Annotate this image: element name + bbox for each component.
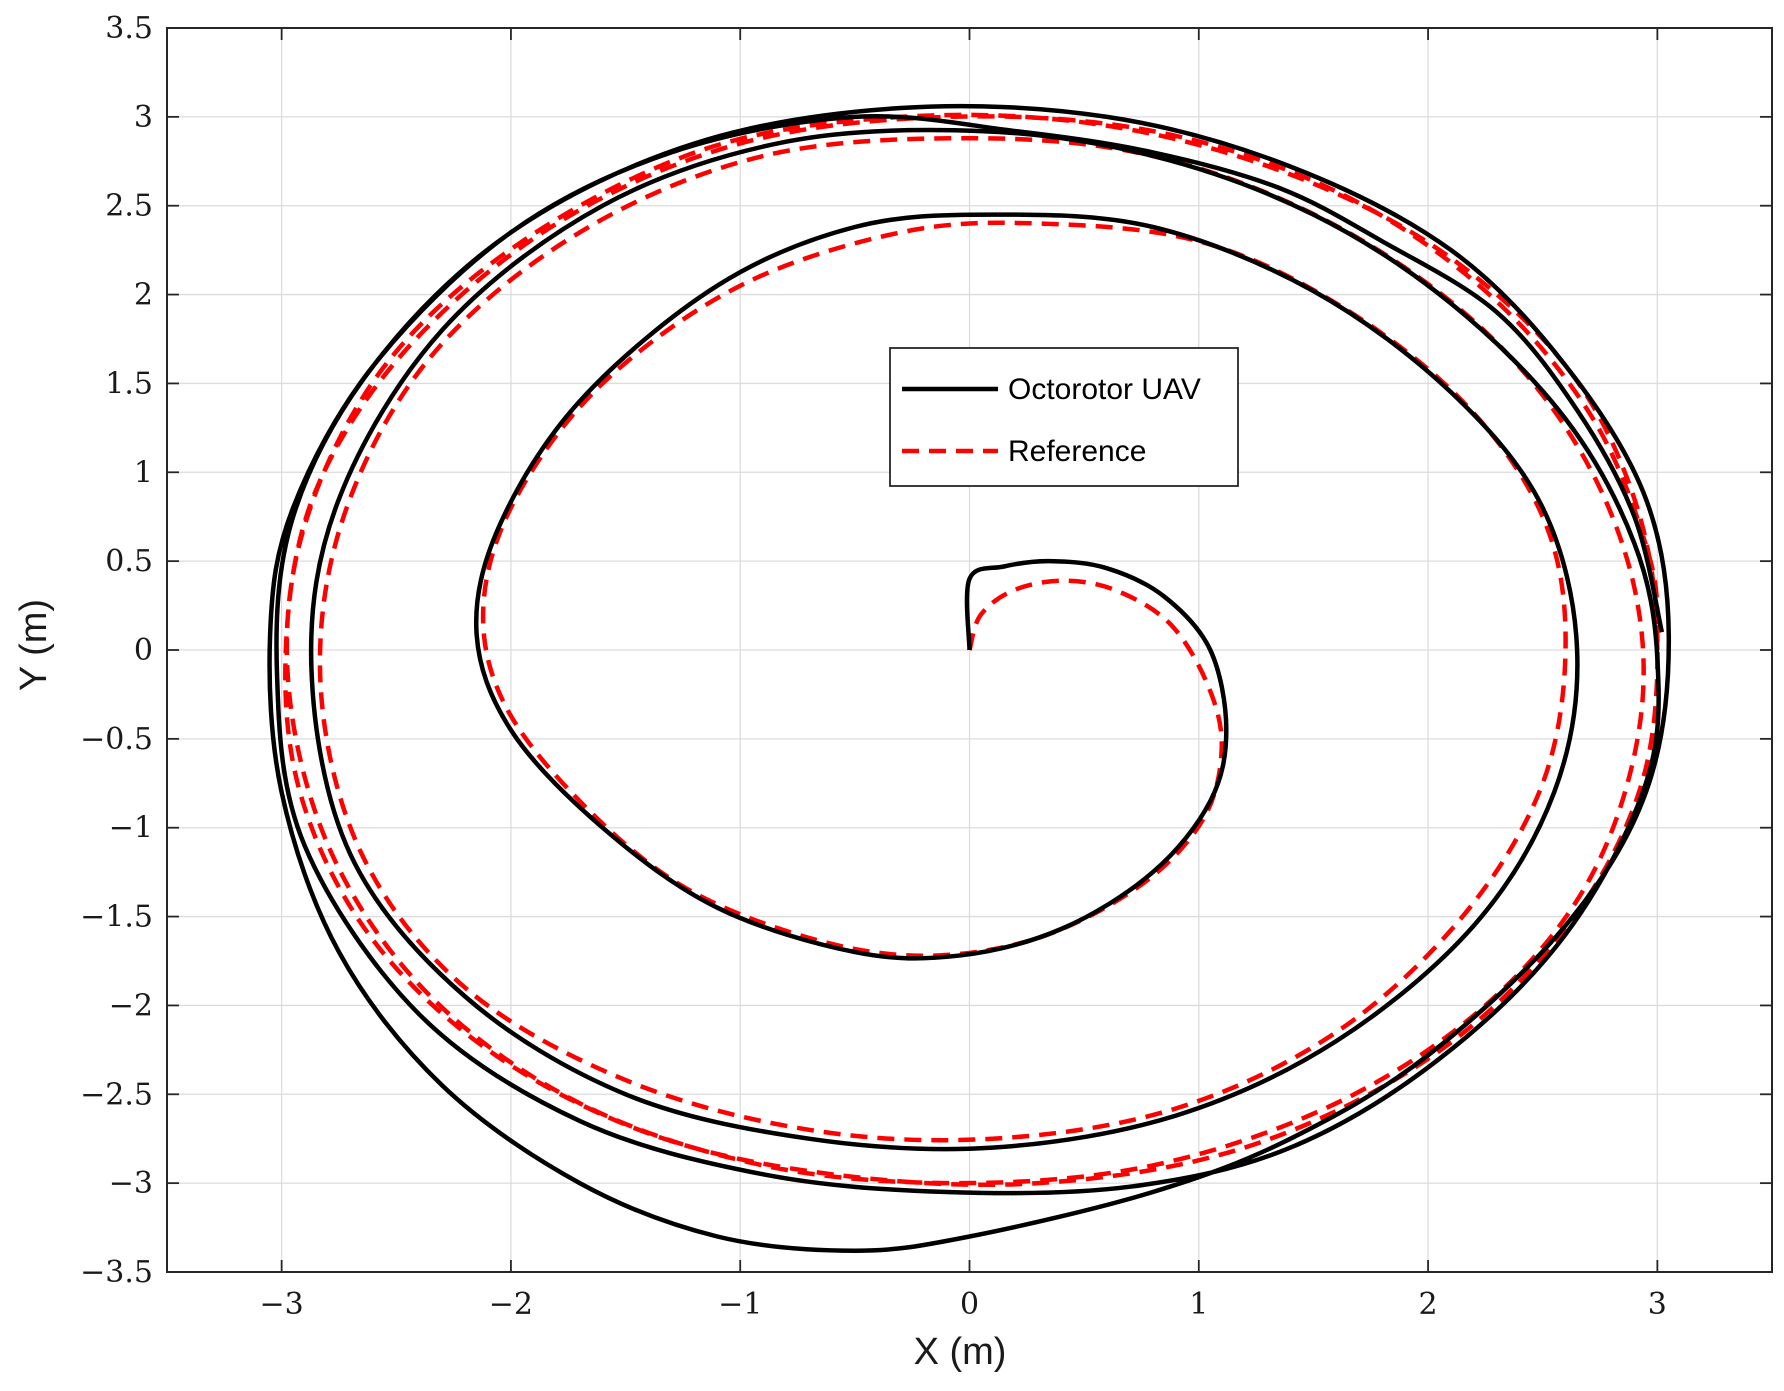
x-tick-label: 0 bbox=[960, 1287, 979, 1322]
y-tick-label: −0.5 bbox=[80, 722, 153, 757]
y-tick-label: 3.5 bbox=[105, 11, 153, 46]
x-tick-label: −2 bbox=[489, 1287, 533, 1322]
series-layer bbox=[267, 103, 1672, 1253]
series-line-octorotor-uav bbox=[267, 103, 1672, 1253]
x-tick-label: −3 bbox=[260, 1287, 304, 1322]
y-tick-label: −1.5 bbox=[80, 900, 153, 935]
y-tick-label: 0.5 bbox=[105, 544, 153, 579]
x-tick-label: 1 bbox=[1189, 1287, 1208, 1322]
y-axis-title: Y (m) bbox=[13, 599, 55, 691]
x-tick-label: −1 bbox=[718, 1287, 762, 1322]
x-tick-label: 3 bbox=[1648, 1287, 1667, 1322]
legend: Octorotor UAV Reference bbox=[889, 347, 1239, 487]
y-tick-label: −1 bbox=[109, 811, 153, 846]
y-tick-label: −3.5 bbox=[80, 1255, 153, 1290]
y-tick-label: 2.5 bbox=[105, 189, 153, 224]
series-line-reference bbox=[283, 112, 1660, 1188]
y-tick-label: 3 bbox=[134, 100, 153, 135]
y-tick-label: 1 bbox=[134, 455, 153, 490]
y-tick-label: −3 bbox=[109, 1166, 153, 1201]
y-tick-label: −2 bbox=[109, 988, 153, 1023]
legend-box bbox=[889, 347, 1239, 487]
legend-label-reference: Reference bbox=[1008, 435, 1146, 468]
y-tick-label: 2 bbox=[134, 278, 153, 313]
tick-layer: −3 −2 −1 0 1 2 3 3.5 3 2.5 2 1.5 1 0.5 0 −0.5 −1 −1.5 −2 −2… bbox=[80, 11, 1772, 1322]
x-axis-title: X (m) bbox=[914, 1331, 1007, 1373]
y-tick-label: 0 bbox=[134, 633, 153, 668]
legend-label-octorotor: Octorotor UAV bbox=[1008, 373, 1201, 406]
x-tick-label: 2 bbox=[1419, 1287, 1438, 1322]
y-tick-label: 1.5 bbox=[105, 366, 153, 401]
y-tick-label: −2.5 bbox=[80, 1077, 153, 1112]
